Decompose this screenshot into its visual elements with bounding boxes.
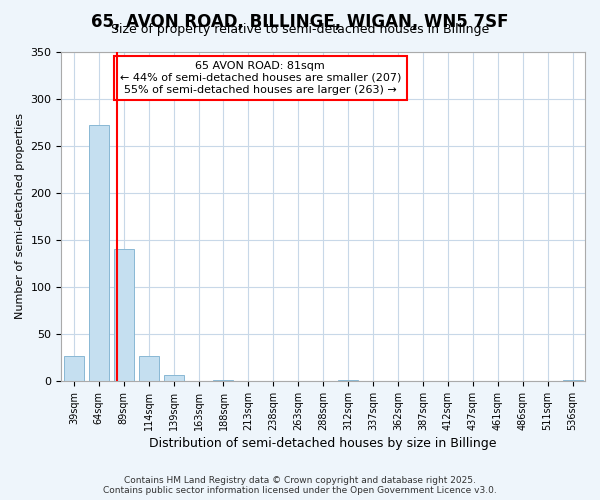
Bar [164, 376, 184, 381]
Bar [214, 380, 233, 381]
Bar [114, 249, 134, 381]
Bar [338, 380, 358, 381]
Bar [89, 125, 109, 381]
Text: 65 AVON ROAD: 81sqm
← 44% of semi-detached houses are smaller (207)
55% of semi-: 65 AVON ROAD: 81sqm ← 44% of semi-detach… [119, 62, 401, 94]
Bar [139, 356, 158, 381]
X-axis label: Distribution of semi-detached houses by size in Billinge: Distribution of semi-detached houses by … [149, 437, 497, 450]
Y-axis label: Number of semi-detached properties: Number of semi-detached properties [15, 114, 25, 320]
Text: 65, AVON ROAD, BILLINGE, WIGAN, WN5 7SF: 65, AVON ROAD, BILLINGE, WIGAN, WN5 7SF [91, 12, 509, 30]
Bar [64, 356, 84, 381]
Bar [563, 380, 583, 381]
Text: Contains HM Land Registry data © Crown copyright and database right 2025.
Contai: Contains HM Land Registry data © Crown c… [103, 476, 497, 495]
Text: Size of property relative to semi-detached houses in Billinge: Size of property relative to semi-detach… [111, 22, 489, 36]
